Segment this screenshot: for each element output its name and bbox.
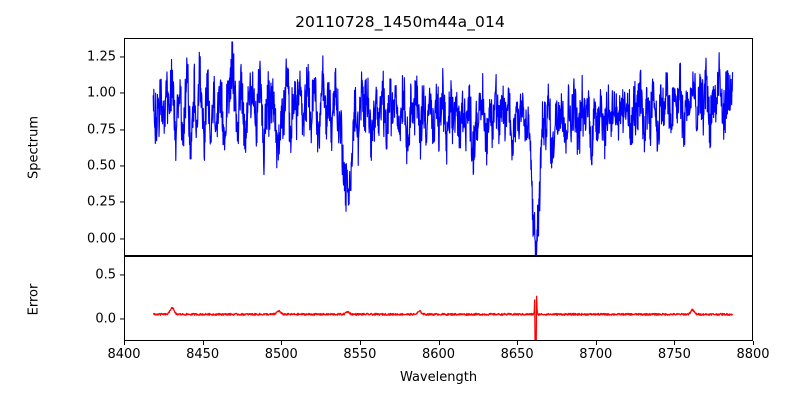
y-tick-label: 1.00 <box>87 85 116 101</box>
spectrum-line-series <box>152 41 734 255</box>
x-tick-label: 8550 <box>343 347 377 362</box>
y-tick-label: 0.0 <box>95 311 116 327</box>
x-tick-label: 8450 <box>186 347 220 362</box>
x-tick-label: 8400 <box>107 347 141 362</box>
y-tick-mark <box>120 165 124 167</box>
y-tick-mark <box>120 201 124 203</box>
x-tick-mark <box>517 341 519 345</box>
error-plot-panel <box>124 256 753 341</box>
y-tick-label: 0.25 <box>87 194 116 210</box>
x-tick-mark <box>438 341 440 345</box>
y-tick-label: 1.25 <box>87 49 116 65</box>
y-tick-mark <box>120 129 124 131</box>
y-tick-label: 0.00 <box>87 231 116 247</box>
y-tick-mark <box>120 274 124 276</box>
y-tick-label: 0.75 <box>87 122 116 138</box>
x-tick-label: 8650 <box>500 347 534 362</box>
x-tick-mark <box>124 341 126 345</box>
x-tick-label: 8500 <box>264 347 298 362</box>
x-tick-label: 8700 <box>579 347 613 362</box>
y-tick-label: 0.50 <box>87 158 116 174</box>
error-line-series <box>152 295 734 340</box>
y-tick-label: 0.5 <box>95 267 116 283</box>
error-axis-label: Error <box>26 283 42 316</box>
x-tick-label: 8800 <box>736 347 770 362</box>
x-tick-mark <box>359 341 361 345</box>
x-tick-mark <box>281 341 283 345</box>
x-tick-label: 8600 <box>421 347 456 362</box>
y-tick-mark <box>120 238 124 240</box>
spectrum-axis-label: Spectrum <box>26 116 42 179</box>
y-tick-mark <box>120 56 124 58</box>
x-tick-label: 8750 <box>657 347 691 362</box>
x-tick-mark <box>202 341 204 345</box>
y-tick-mark <box>120 318 124 320</box>
x-tick-mark <box>753 341 755 345</box>
x-tick-mark <box>674 341 676 345</box>
page-title: 20110728_1450m44a_014 <box>295 13 505 31</box>
spectrum-trace <box>152 41 734 255</box>
x-axis-label: Wavelength <box>399 370 478 385</box>
error-trace <box>152 295 734 340</box>
x-tick-mark <box>595 341 597 345</box>
spectrum-plot-panel <box>124 38 753 256</box>
y-tick-mark <box>120 92 124 94</box>
